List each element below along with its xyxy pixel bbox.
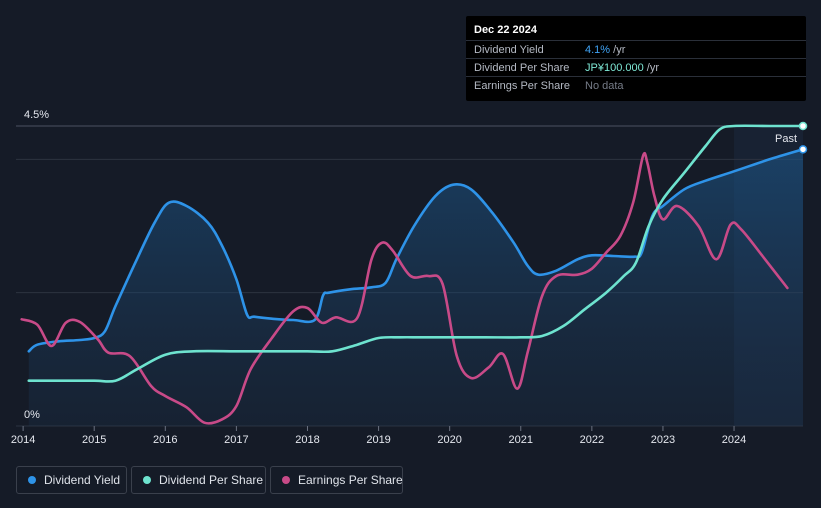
- dividend-yield-endpoint: [798, 145, 808, 154]
- x-tick-label: 2023: [651, 434, 675, 446]
- dividend-per-share-endpoint: [798, 121, 808, 131]
- tooltip-row-earnings-per-share: Earnings Per Share No data: [466, 76, 806, 95]
- x-tick-label: 2014: [11, 434, 35, 446]
- y-tick-top: 4.5%: [24, 109, 49, 121]
- x-tick-label: 2022: [580, 434, 604, 446]
- x-tick-label: 2021: [509, 434, 533, 446]
- legend-label: Dividend Yield: [44, 473, 121, 487]
- earnings-per-share-line: [20, 151, 789, 425]
- tooltip-value: 4.1% /yr: [585, 44, 626, 56]
- legend-item-dividend-yield[interactable]: Dividend Yield: [16, 466, 127, 494]
- legend-dot-icon: [143, 476, 151, 484]
- tooltip: Dec 22 2024 Dividend Yield 4.1% /yr Divi…: [466, 16, 806, 101]
- dividend-yield-area: [28, 149, 804, 427]
- tooltip-label: Dividend Yield: [474, 44, 544, 56]
- legend-label: Earnings Per Share: [298, 473, 403, 487]
- x-tick-label: 2024: [722, 434, 746, 446]
- tooltip-label: Earnings Per Share: [474, 80, 570, 92]
- y-tick-bottom: 0%: [24, 409, 40, 421]
- past-label: Past: [775, 133, 797, 145]
- tooltip-row-dividend-yield: Dividend Yield 4.1% /yr: [466, 40, 806, 59]
- tooltip-date: Dec 22 2024: [474, 24, 537, 36]
- legend-dot-icon: [282, 476, 290, 484]
- x-tick-label: 2017: [224, 434, 248, 446]
- tooltip-value: No data: [585, 80, 624, 92]
- x-tick-label: 2016: [153, 434, 177, 446]
- tooltip-value: JP¥100.000 /yr: [585, 62, 659, 74]
- tooltip-row-dividend-per-share: Dividend Per Share JP¥100.000 /yr: [466, 58, 806, 77]
- legend-label: Dividend Per Share: [159, 473, 264, 487]
- tooltip-label: Dividend Per Share: [474, 62, 570, 74]
- x-tick-label: 2019: [366, 434, 390, 446]
- x-tick-label: 2020: [437, 434, 461, 446]
- dividend-per-share-line: [27, 124, 805, 383]
- x-tick-label: 2015: [82, 434, 106, 446]
- legend-item-dividend-per-share[interactable]: Dividend Per Share: [131, 466, 266, 494]
- legend-item-earnings-per-share[interactable]: Earnings Per Share: [270, 466, 403, 494]
- x-tick-label: 2018: [295, 434, 319, 446]
- legend-dot-icon: [28, 476, 36, 484]
